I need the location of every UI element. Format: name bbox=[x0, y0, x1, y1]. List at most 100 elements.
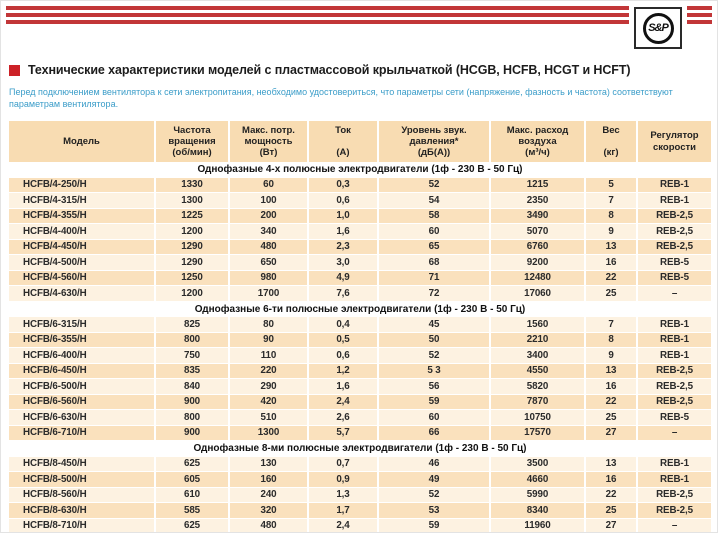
value-cell-weight: 16 bbox=[586, 472, 638, 487]
column-title: Макс. потр. мощность bbox=[242, 125, 295, 148]
section-header-row: Однофазные 4-х полюсные электродвигатели… bbox=[9, 162, 711, 178]
model-cell: HCFB/6-560/H bbox=[9, 394, 156, 409]
value-cell-weight: 13 bbox=[586, 456, 638, 471]
table-row: HCFB/4-450/H 1290 480 2,3 65 6760 13 REB-2,5 bbox=[9, 239, 711, 255]
value-cell-current: 0,9 bbox=[309, 472, 379, 487]
table-row: HCFB/6-355/H 800 90 0,5 50 2210 8 REB-1 bbox=[9, 332, 711, 348]
value-cell-noise: 68 bbox=[379, 255, 491, 270]
column-title: Макс. расход воздуха bbox=[506, 125, 569, 148]
column-header-rpm: Частота вращения (об/мин) bbox=[156, 121, 230, 162]
value-cell-noise: 59 bbox=[379, 394, 491, 409]
section-header-row: Однофазные 8-ми полюсные электродвигател… bbox=[9, 441, 711, 457]
table-row: HCFB/4-500/H 1290 650 3,0 68 9200 16 REB-5 bbox=[9, 255, 711, 271]
brand-stripes bbox=[6, 6, 712, 27]
value-cell-airflow: 11960 bbox=[491, 518, 586, 532]
value-cell-weight: 16 bbox=[586, 379, 638, 394]
value-cell-regulator: REB-1 bbox=[660, 179, 689, 191]
model-cell: HCFB/4-500/H bbox=[9, 255, 156, 270]
value-cell-current: 1,6 bbox=[309, 224, 379, 239]
value-cell-power: 160 bbox=[230, 472, 309, 487]
column-unit: (Вт) bbox=[259, 147, 278, 159]
model-cell: HCFB/8-710/H bbox=[9, 518, 156, 532]
value-cell-noise: 53 bbox=[379, 503, 491, 518]
table-row: HCFB/6-500/H 840 290 1,6 56 5820 16 REB-2,5 bbox=[9, 379, 711, 395]
column-header-regulator: Регулятор скорости bbox=[638, 121, 711, 162]
value-cell-current: 1,3 bbox=[309, 487, 379, 502]
value-cell-noise: 65 bbox=[379, 239, 491, 254]
model-cell: HCFB/4-315/H bbox=[9, 193, 156, 208]
value-cell-regulator: REB-2,5 bbox=[656, 365, 693, 377]
value-cell-regulator: – bbox=[671, 427, 678, 439]
value-cell-power: 290 bbox=[230, 379, 309, 394]
value-cell-rpm: 1250 bbox=[156, 270, 230, 285]
value-cell-weight: 25 bbox=[586, 503, 638, 518]
value-cell-rpm: 625 bbox=[156, 518, 230, 532]
value-cell-regulator: REB-2,5 bbox=[656, 504, 693, 516]
table-row: HCFB/4-630/H 1200 1700 7,6 72 17060 25 – bbox=[9, 286, 711, 302]
table-row: HCFB/6-315/H 825 80 0,4 45 1560 7 REB-1 bbox=[9, 317, 711, 333]
value-cell-regulator: REB-2,5 bbox=[656, 380, 693, 392]
value-cell-current: 0,5 bbox=[309, 332, 379, 347]
model-cell: HCFB/4-250/H bbox=[9, 177, 156, 192]
value-cell-rpm: 585 bbox=[156, 503, 230, 518]
value-cell-rpm: 1300 bbox=[156, 193, 230, 208]
value-cell-weight: 13 bbox=[586, 363, 638, 378]
value-cell-noise: 54 bbox=[379, 193, 491, 208]
value-cell-noise: 71 bbox=[379, 270, 491, 285]
value-cell-airflow: 2210 bbox=[491, 332, 586, 347]
section-header-row: Однофазные 6-ти полюсные электродвигател… bbox=[9, 301, 711, 317]
value-cell-noise: 72 bbox=[379, 286, 491, 301]
value-cell-power: 110 bbox=[230, 348, 309, 363]
value-cell-airflow: 6760 bbox=[491, 239, 586, 254]
title-bullet-icon bbox=[9, 64, 20, 76]
value-cell-airflow: 17060 bbox=[491, 286, 586, 301]
value-cell-airflow: 9200 bbox=[491, 255, 586, 270]
table-row: HCFB/4-400/H 1200 340 1,6 60 5070 9 REB-2,5 bbox=[9, 224, 711, 240]
value-cell-noise: 59 bbox=[379, 518, 491, 532]
value-cell-airflow: 3490 bbox=[491, 208, 586, 223]
brand-stripe bbox=[6, 20, 712, 24]
value-cell-weight: 5 bbox=[586, 177, 638, 192]
value-cell-rpm: 900 bbox=[156, 425, 230, 440]
value-cell-rpm: 800 bbox=[156, 332, 230, 347]
model-cell: HCFB/6-710/H bbox=[9, 425, 156, 440]
table-row: HCFB/8-710/H 625 480 2,4 59 11960 27 – bbox=[9, 518, 711, 532]
value-cell-power: 420 bbox=[230, 394, 309, 409]
sp-logo: S&P bbox=[634, 7, 682, 49]
value-cell-weight: 9 bbox=[586, 348, 638, 363]
value-cell-noise: 49 bbox=[379, 472, 491, 487]
value-cell-airflow: 1215 bbox=[491, 177, 586, 192]
value-cell-airflow: 8340 bbox=[491, 503, 586, 518]
column-title: Модель bbox=[63, 135, 100, 147]
value-cell-rpm: 900 bbox=[156, 394, 230, 409]
value-cell-weight: 22 bbox=[586, 487, 638, 502]
value-cell-noise: 52 bbox=[379, 348, 491, 363]
table-row: HCFB/6-630/H 800 510 2,6 60 10750 25 REB-5 bbox=[9, 410, 711, 426]
value-cell-current: 2,4 bbox=[309, 518, 379, 532]
value-cell-regulator: REB-1 bbox=[660, 473, 689, 485]
value-cell-rpm: 835 bbox=[156, 363, 230, 378]
table-row: HCFB/8-500/H 605 160 0,9 49 4660 16 REB-1 bbox=[9, 472, 711, 488]
column-header-current: Ток (А) bbox=[309, 121, 379, 162]
value-cell-current: 3,0 bbox=[309, 255, 379, 270]
model-cell: HCFB/6-630/H bbox=[9, 410, 156, 425]
value-cell-current: 0,7 bbox=[309, 456, 379, 471]
value-cell-power: 320 bbox=[230, 503, 309, 518]
value-cell-noise: 52 bbox=[379, 487, 491, 502]
value-cell-noise: 66 bbox=[379, 425, 491, 440]
value-cell-weight: 9 bbox=[586, 224, 638, 239]
column-header-model: Модель bbox=[9, 121, 156, 162]
value-cell-rpm: 840 bbox=[156, 379, 230, 394]
value-cell-current: 2,3 bbox=[309, 239, 379, 254]
value-cell-power: 220 bbox=[230, 363, 309, 378]
table-row: HCFB/6-560/H 900 420 2,4 59 7870 22 REB-2,5 bbox=[9, 394, 711, 410]
value-cell-current: 0,6 bbox=[309, 193, 379, 208]
column-unit: (об/мин) bbox=[172, 147, 212, 159]
value-cell-noise: 45 bbox=[379, 317, 491, 332]
column-title: Уровень звук. давления* bbox=[401, 125, 467, 148]
column-title: Частота вращения bbox=[168, 125, 216, 148]
value-cell-power: 650 bbox=[230, 255, 309, 270]
value-cell-current: 4,9 bbox=[309, 270, 379, 285]
model-cell: HCFB/4-355/H bbox=[9, 208, 156, 223]
value-cell-regulator: REB-1 bbox=[660, 318, 689, 330]
